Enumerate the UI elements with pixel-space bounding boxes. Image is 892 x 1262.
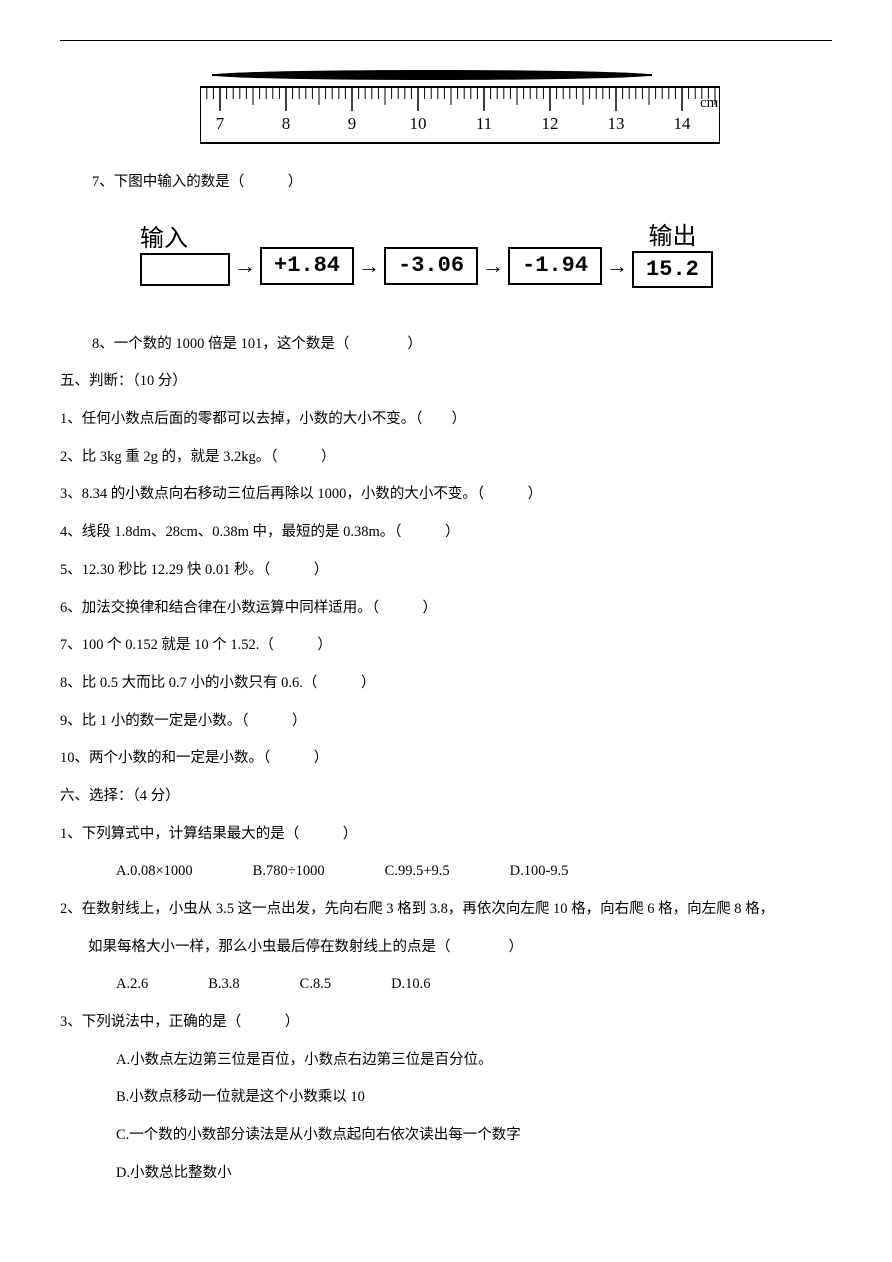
option-a: A.2.6 xyxy=(116,966,148,1004)
flow-arrow: → xyxy=(481,253,505,279)
flow-output-label: 输出 xyxy=(648,216,696,251)
flow-arrow: → xyxy=(357,253,381,279)
flow-box-input xyxy=(140,253,230,286)
svg-text:13: 13 xyxy=(608,114,625,133)
sec6-q2-stem2: 如果每格大小一样，那么小虫最后停在数射线上的点是（ ） xyxy=(60,929,832,967)
svg-text:11: 11 xyxy=(476,114,492,133)
option-c: C.99.5+9.5 xyxy=(385,853,450,891)
flow-box-3: -1.94 xyxy=(508,247,602,285)
judge-item-4: 4、线段 1.8dm、28cm、0.38m 中，最短的是 0.38m。（ ） xyxy=(60,514,832,552)
judge-item-5: 5、12.30 秒比 12.29 快 0.01 秒。（ ） xyxy=(60,552,832,590)
option-b: B.780÷1000 xyxy=(253,853,325,891)
judge-item-2: 2、比 3kg 重 2g 的，就是 3.2kg。（ ） xyxy=(60,439,832,477)
option-c: C.8.5 xyxy=(300,966,331,1004)
sec6-q3-d: D.小数总比整数小 xyxy=(60,1155,832,1193)
question-7: 7、下图中输入的数是（ ） xyxy=(60,164,832,202)
option-a: A.0.08×1000 xyxy=(116,853,193,891)
ruler-figure: 7891011121314 cm xyxy=(200,69,712,164)
option-d: D.100-9.5 xyxy=(510,853,569,891)
judge-item-9: 9、比 1 小的数一定是小数。（ ） xyxy=(60,703,832,741)
judge-item-3: 3、8.34 的小数点向右移动三位后再除以 1000，小数的大小不变。（ ） xyxy=(60,476,832,514)
sec6-q3-c: C.一个数的小数部分读法是从小数点起向右依次读出每一个数字 xyxy=(60,1117,832,1155)
svg-text:9: 9 xyxy=(348,114,357,133)
judge-item-6: 6、加法交换律和结合律在小数运算中同样适用。（ ） xyxy=(60,590,832,628)
svg-text:12: 12 xyxy=(542,114,559,133)
sec6-q3-stem: 3、下列说法中，正确的是（ ） xyxy=(60,1004,832,1042)
sec6-q1-options: A.0.08×1000 B.780÷1000 C.99.5+9.5 D.100-… xyxy=(60,853,832,891)
flowchart-figure: 输入 → +1.84 → -3.06 → -1.94 → 输出 15.2 xyxy=(140,216,832,306)
flow-input-label: 输入 xyxy=(140,218,188,253)
judge-item-10: 10、两个小数的和一定是小数。（ ） xyxy=(60,740,832,778)
svg-text:7: 7 xyxy=(216,114,225,133)
flow-box-output: 15.2 xyxy=(632,251,713,289)
ruler-svg: 7 8 9 10 11 12 13 14 cm xyxy=(200,69,720,159)
svg-text:14: 14 xyxy=(674,114,692,133)
question-8: 8、一个数的 1000 倍是 101，这个数是（ ） xyxy=(60,326,832,364)
svg-text:8: 8 xyxy=(282,114,291,133)
sec6-q2-options: A.2.6 B.3.8 C.8.5 D.10.6 xyxy=(60,966,832,1004)
sec6-q3-a: A.小数点左边第三位是百位，小数点右边第三位是百分位。 xyxy=(60,1042,832,1080)
flow-box-1: +1.84 xyxy=(260,247,354,285)
ruler-unit: cm xyxy=(700,95,719,111)
judge-item-1: 1、任何小数点后面的零都可以去掉，小数的大小不变。（ ） xyxy=(60,401,832,439)
sec6-q3-b: B.小数点移动一位就是这个小数乘以 10 xyxy=(60,1079,832,1117)
flow-arrow: → xyxy=(233,253,257,279)
judge-item-8: 8、比 0.5 大而比 0.7 小的小数只有 0.6.（ ） xyxy=(60,665,832,703)
option-d: D.10.6 xyxy=(391,966,430,1004)
sec6-q2-stem1: 2、在数射线上，小虫从 3.5 这一点出发，先向右爬 3 格到 3.8，再依次向… xyxy=(60,891,832,929)
judge-item-7: 7、100 个 0.152 就是 10 个 1.52.（ ） xyxy=(60,627,832,665)
flow-box-2: -3.06 xyxy=(384,247,478,285)
page-top-rule xyxy=(60,40,832,41)
sec6-q1-stem: 1、下列算式中，计算结果最大的是（ ） xyxy=(60,816,832,854)
section-5-heading: 五、判断：（10 分） xyxy=(60,363,832,401)
option-b: B.3.8 xyxy=(208,966,239,1004)
svg-text:10: 10 xyxy=(410,114,427,133)
section-6-heading: 六、选择：（4 分） xyxy=(60,778,832,816)
flow-arrow: → xyxy=(605,253,629,279)
